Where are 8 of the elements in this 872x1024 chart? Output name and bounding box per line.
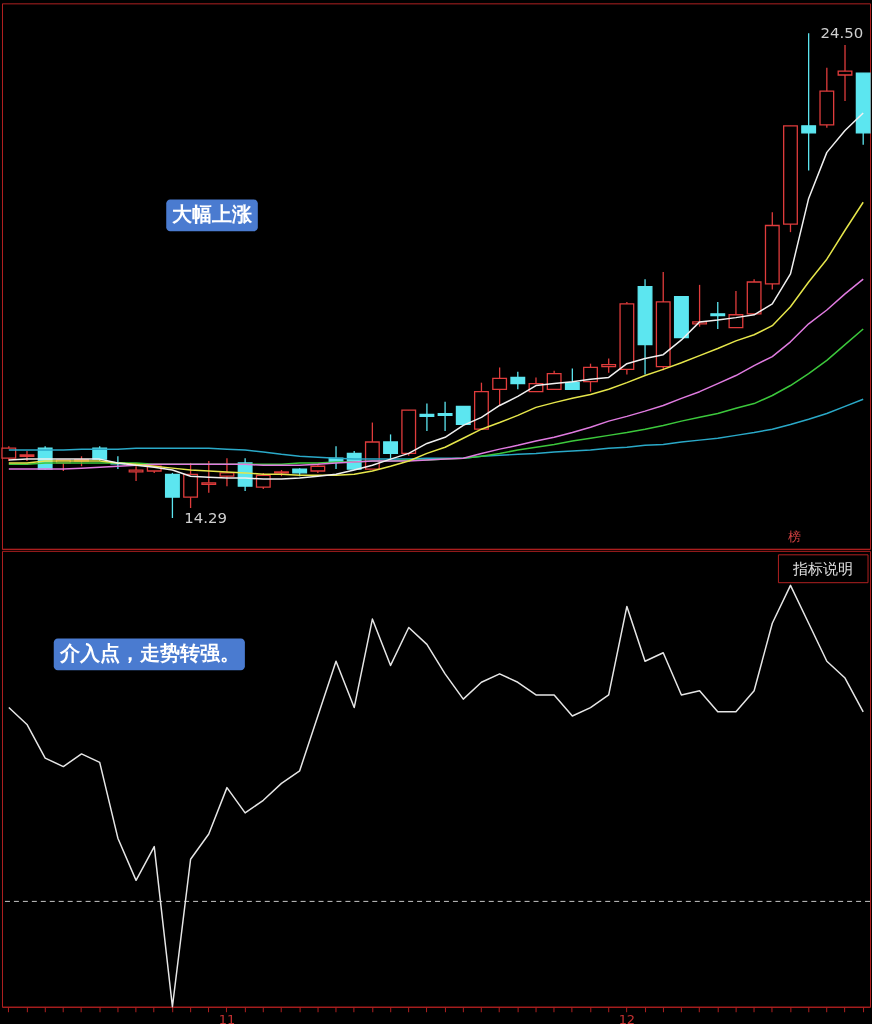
annotation: 大幅上涨 [172, 203, 254, 227]
x-tick-label: 12 [618, 1012, 636, 1024]
annotation: 24.50 [820, 24, 864, 43]
x-tick-label: 11 [218, 1012, 236, 1024]
annotation: 介入点，走势转强。 [58, 642, 240, 666]
text: 指标说明 [792, 559, 854, 578]
text: 榜 [788, 528, 802, 544]
annotation: 14.29 [184, 508, 228, 527]
